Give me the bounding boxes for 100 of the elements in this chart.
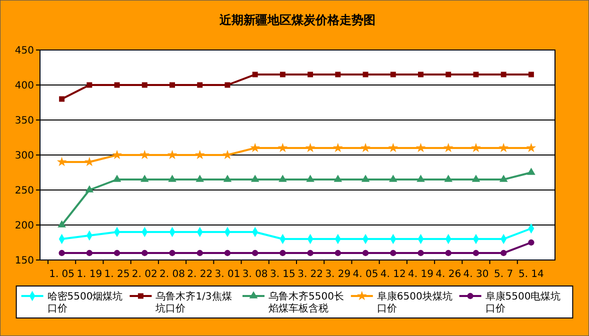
point [194,150,205,160]
point [305,142,316,152]
legend-label: 乌鲁木齐1/3焦煤坑口价 [154,290,232,314]
point [471,142,481,152]
x-tick-label: 2. 08 [160,269,185,280]
point [306,174,314,182]
point [472,174,480,182]
x-tick-label: 4. 12 [380,269,406,280]
point [196,174,204,182]
point [362,250,369,256]
point [140,174,149,182]
x-tick-label: 1. 25 [104,269,130,280]
y-tick-label: 400 [14,80,34,92]
point [250,174,260,182]
y-tick-label: 450 [14,46,34,56]
point [58,220,66,228]
point [252,72,258,78]
x-tick-label: 2. 22 [187,269,213,280]
legend-label: 哈密5500烟煤坑口价 [47,290,123,314]
point [278,142,288,152]
x-tick-label: 3. 29 [325,269,351,280]
point [112,174,122,182]
legend-label: 阜康6500块煤坑口价 [376,290,452,314]
point [56,156,67,166]
x-tick-label: 4. 26 [436,269,462,280]
point [224,82,230,88]
y-tick-label: 250 [14,186,34,196]
point [526,142,536,152]
y-tick-label: 300 [14,150,34,162]
x-tick-label: 3. 01 [214,269,240,280]
point [307,250,314,256]
point [390,250,396,256]
point [416,174,425,182]
point [170,82,175,88]
point [224,250,231,256]
point [85,185,94,192]
point [222,150,232,160]
point [169,250,176,256]
point [500,72,506,78]
point [196,250,203,256]
point [252,250,258,256]
point [334,174,342,182]
point [59,96,65,102]
point [360,142,370,152]
point [335,72,341,78]
point [527,168,536,175]
point [473,72,479,78]
point [84,156,94,166]
point [114,82,120,88]
point [334,250,342,256]
y-tick-label: 150 [14,256,34,266]
point [86,250,93,256]
point [418,250,424,256]
x-tick-label: 5. 14 [518,269,544,280]
point [443,142,454,152]
point [500,250,507,256]
point [280,250,286,256]
point [142,82,148,88]
point [223,174,232,182]
point [142,250,148,256]
x-tick-label: 2. 02 [132,269,158,280]
point [168,174,176,182]
point [278,174,287,182]
point [86,82,92,88]
point [498,142,508,152]
y-tick-label: 200 [14,220,34,232]
point [362,72,368,78]
point [388,142,398,152]
x-tick-label: 1. 05 [49,269,75,280]
x-tick-label: 4. 30 [463,269,489,280]
point [361,174,370,182]
point [444,174,453,182]
point [197,82,203,88]
point [446,72,452,78]
point [167,150,178,160]
x-tick-label: 5. 7 [494,269,514,280]
point [250,142,260,152]
point [140,150,150,160]
point [390,72,396,78]
x-tick-label: 3. 08 [242,269,268,280]
point [416,142,426,152]
point [308,72,314,78]
point [388,174,398,182]
x-tick-label: 4. 19 [408,269,434,280]
point [499,174,508,182]
point [58,250,65,256]
point [528,72,534,78]
legend-label: 乌鲁木齐5500长焰煤车板含税 [268,290,344,314]
chart-title: 近期新疆地区煤炭价格走势图 [218,13,376,27]
point [445,250,452,256]
y-tick-label: 350 [14,116,34,126]
x-tick-label: 3. 22 [298,269,324,280]
legend-label: 阜康5500电煤坑口价 [485,290,561,314]
point [280,72,286,78]
point [112,150,122,160]
point [418,72,424,78]
point [114,250,120,256]
point [333,142,343,152]
x-tick-label: 3. 15 [270,269,296,280]
x-tick-label: 1. 19 [76,269,102,280]
